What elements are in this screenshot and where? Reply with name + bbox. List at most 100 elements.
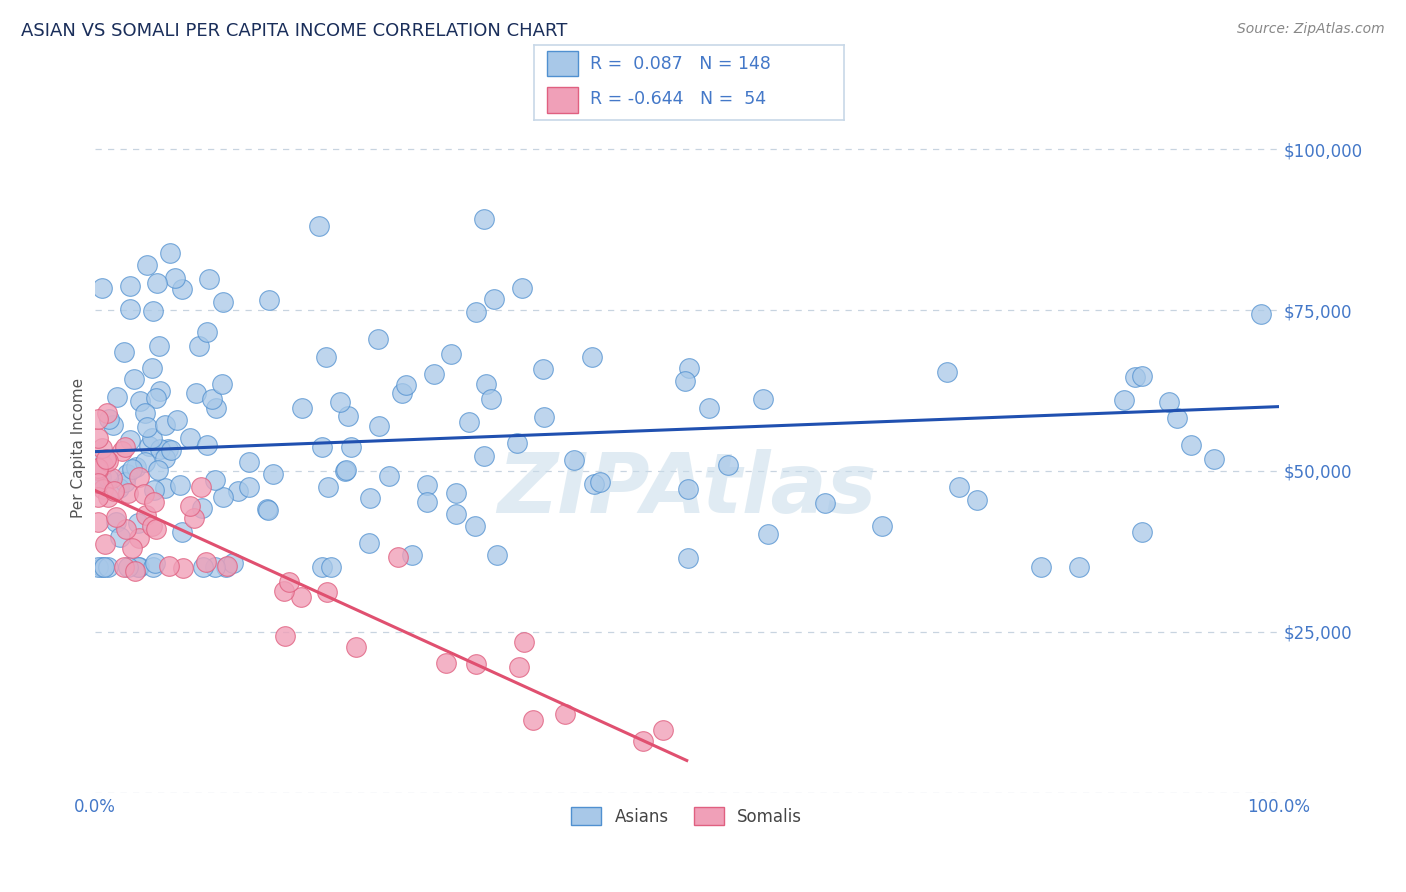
- Point: [159, 442, 181, 457]
- Point: [105, 516, 128, 530]
- Point: [179, 500, 201, 514]
- Point: [870, 518, 893, 533]
- Point: [333, 464, 356, 478]
- Point: [1250, 307, 1272, 321]
- Point: [513, 635, 536, 649]
- Point: [141, 361, 163, 376]
- Point: [142, 303, 165, 318]
- Point: [508, 659, 530, 673]
- Point: [195, 438, 218, 452]
- Point: [257, 293, 280, 308]
- Point: [273, 584, 295, 599]
- Point: [395, 378, 418, 392]
- Point: [716, 458, 738, 473]
- Text: ZIPAtlas: ZIPAtlas: [498, 450, 876, 530]
- Point: [291, 401, 314, 415]
- Point: [678, 360, 700, 375]
- Point: [444, 507, 467, 521]
- Point: [1157, 395, 1180, 409]
- Point: [94, 537, 117, 551]
- Point: [359, 491, 381, 505]
- Point: [172, 561, 194, 575]
- Point: [179, 431, 201, 445]
- Point: [678, 482, 700, 496]
- Point: [935, 365, 957, 379]
- Point: [416, 477, 439, 491]
- Point: [87, 463, 110, 477]
- Point: [966, 492, 988, 507]
- Point: [554, 707, 576, 722]
- Point: [387, 550, 409, 565]
- Point: [274, 629, 297, 643]
- Point: [125, 460, 148, 475]
- Point: [142, 560, 165, 574]
- Point: [256, 502, 278, 516]
- Point: [89, 454, 111, 468]
- Point: [193, 560, 215, 574]
- Text: R = -0.644   N =  54: R = -0.644 N = 54: [591, 90, 766, 108]
- Point: [170, 282, 193, 296]
- Point: [262, 467, 284, 481]
- Point: [465, 657, 488, 672]
- Point: [533, 409, 555, 424]
- Point: [633, 734, 655, 748]
- Point: [188, 339, 211, 353]
- Point: [127, 560, 149, 574]
- Point: [143, 556, 166, 570]
- Point: [124, 564, 146, 578]
- Point: [652, 723, 675, 737]
- Point: [129, 394, 152, 409]
- Legend: Asians, Somalis: Asians, Somalis: [565, 800, 808, 832]
- Point: [506, 436, 529, 450]
- Point: [1130, 524, 1153, 539]
- Point: [96, 406, 118, 420]
- Point: [308, 219, 330, 234]
- Point: [328, 395, 350, 409]
- Point: [581, 351, 603, 365]
- Point: [115, 522, 138, 536]
- Point: [112, 345, 135, 359]
- Point: [114, 475, 136, 490]
- Point: [205, 401, 228, 415]
- Point: [142, 495, 165, 509]
- Point: [197, 325, 219, 339]
- Point: [87, 412, 110, 426]
- Point: [482, 292, 505, 306]
- Point: [148, 339, 170, 353]
- Point: [1123, 370, 1146, 384]
- Point: [367, 419, 389, 434]
- Point: [146, 463, 169, 477]
- Point: [91, 483, 114, 497]
- Point: [124, 372, 146, 386]
- Point: [97, 471, 120, 485]
- Point: [153, 417, 176, 432]
- Point: [90, 469, 112, 483]
- Point: [94, 451, 117, 466]
- Point: [90, 560, 112, 574]
- Point: [87, 475, 110, 489]
- Point: [117, 486, 139, 500]
- Point: [105, 390, 128, 404]
- Point: [145, 277, 167, 291]
- Point: [1029, 560, 1052, 574]
- Point: [190, 480, 212, 494]
- Point: [145, 391, 167, 405]
- Point: [118, 433, 141, 447]
- Point: [465, 305, 488, 319]
- Point: [128, 531, 150, 545]
- Point: [112, 560, 135, 574]
- Point: [97, 412, 120, 426]
- Point: [97, 454, 120, 468]
- Text: R =  0.087   N = 148: R = 0.087 N = 148: [591, 54, 770, 72]
- Point: [311, 441, 333, 455]
- Point: [222, 556, 245, 570]
- Point: [315, 585, 337, 599]
- Point: [440, 347, 463, 361]
- Bar: [547, 87, 578, 112]
- Point: [169, 478, 191, 492]
- Point: [108, 481, 131, 495]
- Point: [111, 443, 134, 458]
- Point: [211, 491, 233, 505]
- Point: [141, 430, 163, 444]
- Point: [156, 442, 179, 456]
